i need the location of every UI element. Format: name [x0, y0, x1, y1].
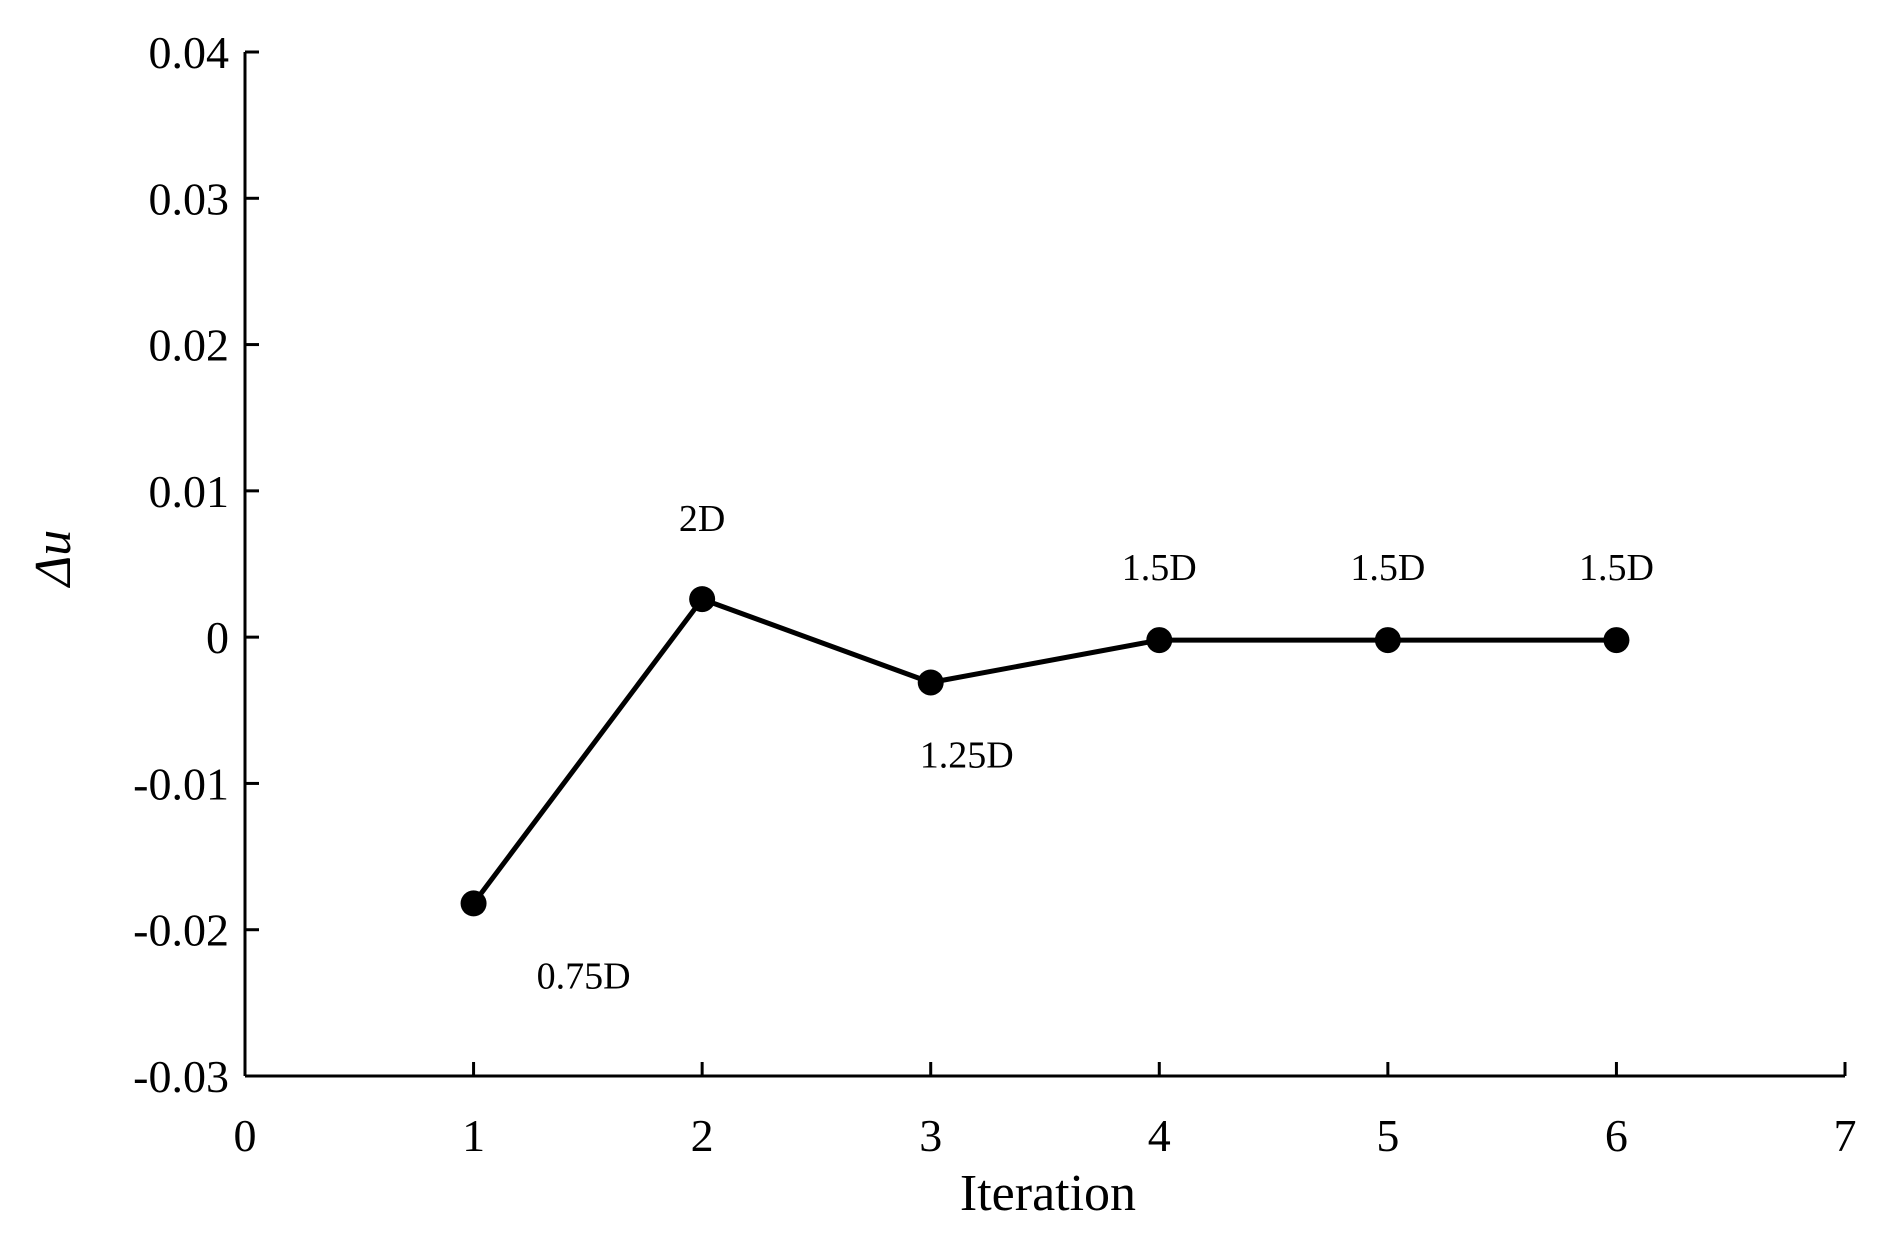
y-axis-ticks: -0.03 -0.02 -0.01 0 0.01 0.02 0.03 0.04	[133, 27, 259, 1102]
y-tick-label: -0.03	[133, 1051, 229, 1102]
data-point	[460, 890, 487, 917]
axes	[243, 52, 1845, 1078]
data-label: 1.25D	[920, 734, 1014, 776]
data-label: 1.5D	[1579, 547, 1654, 589]
x-tick-label: 5	[1376, 1110, 1399, 1161]
data-point	[1146, 627, 1173, 654]
y-tick-label: 0.04	[149, 27, 230, 78]
y-tick-label: 0.02	[149, 320, 230, 371]
data-point	[1603, 627, 1630, 654]
y-tick-label: 0.01	[149, 466, 230, 517]
data-point	[1374, 627, 1401, 654]
y-tick-label: 0	[206, 612, 229, 663]
x-tick-label: 0	[234, 1110, 257, 1161]
data-label: 0.75D	[537, 955, 631, 997]
y-tick-label: -0.01	[133, 758, 229, 809]
x-axis-ticks: 0 1 2 3 4 5 6 7	[234, 1062, 1857, 1161]
y-tick-label: 0.03	[149, 173, 230, 224]
data-label: 2D	[679, 498, 725, 540]
data-labels: 0.75D 2D 1.25D 1.5D 1.5D 1.5D	[537, 498, 1654, 997]
x-tick-label: 6	[1605, 1110, 1628, 1161]
data-point	[689, 586, 716, 613]
data-label: 1.5D	[1350, 547, 1425, 589]
y-axis-title: Δu	[25, 530, 82, 589]
x-tick-label: 4	[1148, 1110, 1171, 1161]
data-series	[460, 586, 1630, 917]
data-point	[917, 669, 944, 696]
x-tick-label: 1	[462, 1110, 485, 1161]
y-tick-label: -0.02	[133, 905, 229, 956]
x-tick-label: 3	[919, 1110, 942, 1161]
x-tick-label: 2	[691, 1110, 714, 1161]
data-label: 1.5D	[1122, 547, 1197, 589]
x-axis-title: Iteration	[960, 1165, 1136, 1222]
x-tick-label: 7	[1834, 1110, 1857, 1161]
series-line	[471, 596, 1617, 905]
